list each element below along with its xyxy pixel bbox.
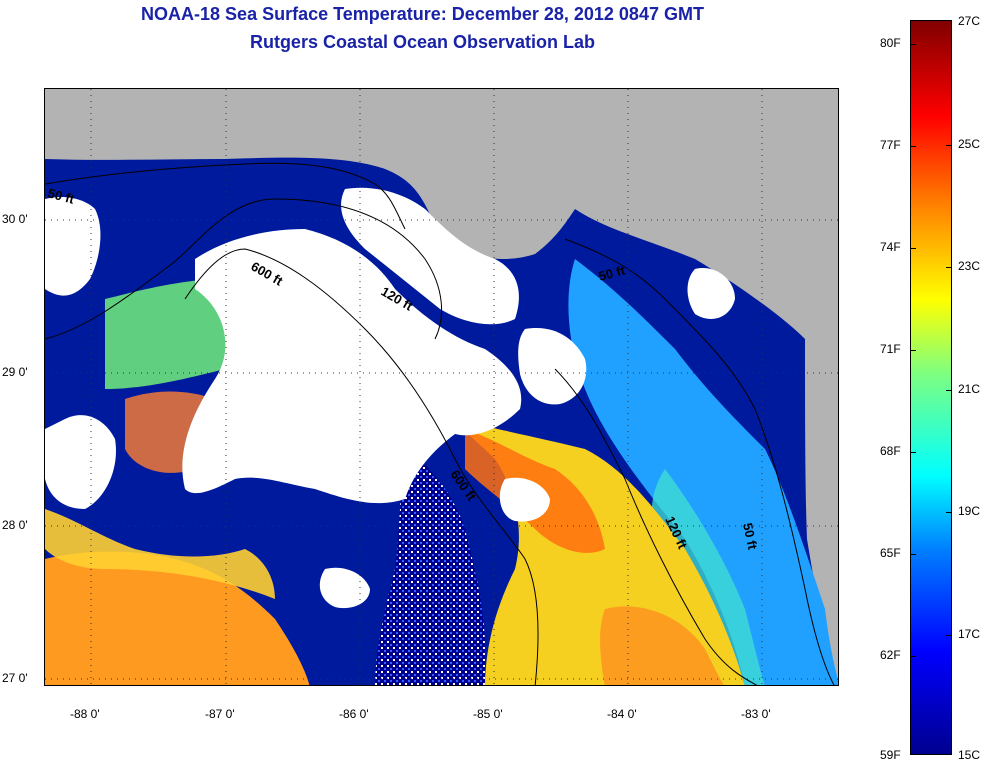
lat-label-30: 30 0' bbox=[2, 212, 28, 226]
speckled-region bbox=[375, 449, 485, 685]
lat-label-29: 29 0' bbox=[2, 365, 28, 379]
colorbar-f-65: 65F bbox=[880, 546, 901, 560]
cloud-cover-west2 bbox=[45, 415, 116, 509]
map-title: NOAA-18 Sea Surface Temperature: Decembe… bbox=[141, 4, 704, 24]
lon-label-86: -86 0' bbox=[339, 707, 369, 721]
cloud-cover-central bbox=[182, 229, 522, 504]
colorbar-f-77: 77F bbox=[880, 138, 901, 152]
colorbar-f-62: 62F bbox=[880, 648, 901, 662]
ocean-warm-southwest bbox=[45, 551, 310, 685]
isobath-lines bbox=[45, 162, 835, 685]
ocean-shelf-teal bbox=[651, 469, 765, 685]
isobath-label-50ft-south: 50 ft bbox=[740, 522, 760, 552]
ocean-warm-southwest-yellow bbox=[45, 509, 275, 599]
temperature-colorbar bbox=[910, 20, 952, 755]
lat-label-28: 28 0' bbox=[2, 518, 28, 532]
cloud-patch-east bbox=[687, 268, 735, 319]
isobath-label-50ft-east: 50 ft bbox=[597, 262, 627, 284]
colorbar-tick bbox=[910, 350, 916, 351]
colorbar-tick bbox=[946, 635, 952, 636]
colorbar-tick bbox=[910, 452, 916, 453]
isobath-50ft bbox=[45, 162, 835, 685]
map-canvas: 50 ft 50 ft 50 ft 120 ft 120 ft 600 ft 6… bbox=[45, 89, 838, 685]
colorbar-tick bbox=[946, 145, 952, 146]
isobath-120ft bbox=[45, 198, 758, 685]
lon-label-88: -88 0' bbox=[70, 707, 100, 721]
isobath-600ft bbox=[184, 248, 539, 685]
cloud-cover-north bbox=[341, 187, 519, 325]
cloud-patch-south2 bbox=[319, 567, 370, 609]
map-subtitle: Rutgers Coastal Ocean Observation Lab bbox=[249, 32, 596, 52]
cloud-cover-west bbox=[45, 197, 101, 296]
colorbar-f-59: 59F bbox=[880, 748, 901, 762]
colorbar-f-71: 71F bbox=[880, 342, 901, 356]
lon-label-83: -83 0' bbox=[741, 707, 771, 721]
lon-label-85: -85 0' bbox=[473, 707, 503, 721]
isobath-label-50ft-west: 50 ft bbox=[46, 185, 76, 207]
colorbar-tick bbox=[910, 248, 916, 249]
colorbar-tick bbox=[910, 656, 916, 657]
colorbar-c-17: 17C bbox=[958, 627, 981, 641]
colorbar-tick bbox=[910, 44, 916, 45]
colorbar-tick bbox=[910, 146, 916, 147]
graticule bbox=[45, 89, 838, 685]
sst-map: 50 ft 50 ft 50 ft 120 ft 120 ft 600 ft 6… bbox=[44, 88, 839, 686]
colorbar-tick bbox=[910, 554, 916, 555]
lon-label-87: -87 0' bbox=[205, 707, 235, 721]
colorbar-tick bbox=[946, 512, 952, 513]
colorbar-c-21: 21C bbox=[958, 382, 981, 396]
colorbar-c-27: 27C bbox=[958, 14, 981, 28]
colorbar-f-74: 74F bbox=[880, 240, 901, 254]
colorbar-tick bbox=[946, 267, 952, 268]
colorbar-c-25: 25C bbox=[958, 137, 981, 151]
colorbar-f-80: 80F bbox=[880, 36, 901, 50]
lon-label-84: -84 0' bbox=[607, 707, 637, 721]
cloud-patch-south bbox=[499, 477, 550, 522]
lat-label-27: 27 0' bbox=[2, 671, 28, 685]
ocean-shelf-cyan bbox=[568, 259, 838, 685]
ocean-warm-southeast bbox=[600, 606, 724, 685]
colorbar-f-68: 68F bbox=[880, 444, 901, 458]
colorbar-c-23: 23C bbox=[958, 259, 981, 273]
colorbar-c-19: 19C bbox=[958, 504, 981, 518]
colorbar-tick bbox=[946, 390, 952, 391]
colorbar-c-15: 15C bbox=[958, 748, 981, 762]
